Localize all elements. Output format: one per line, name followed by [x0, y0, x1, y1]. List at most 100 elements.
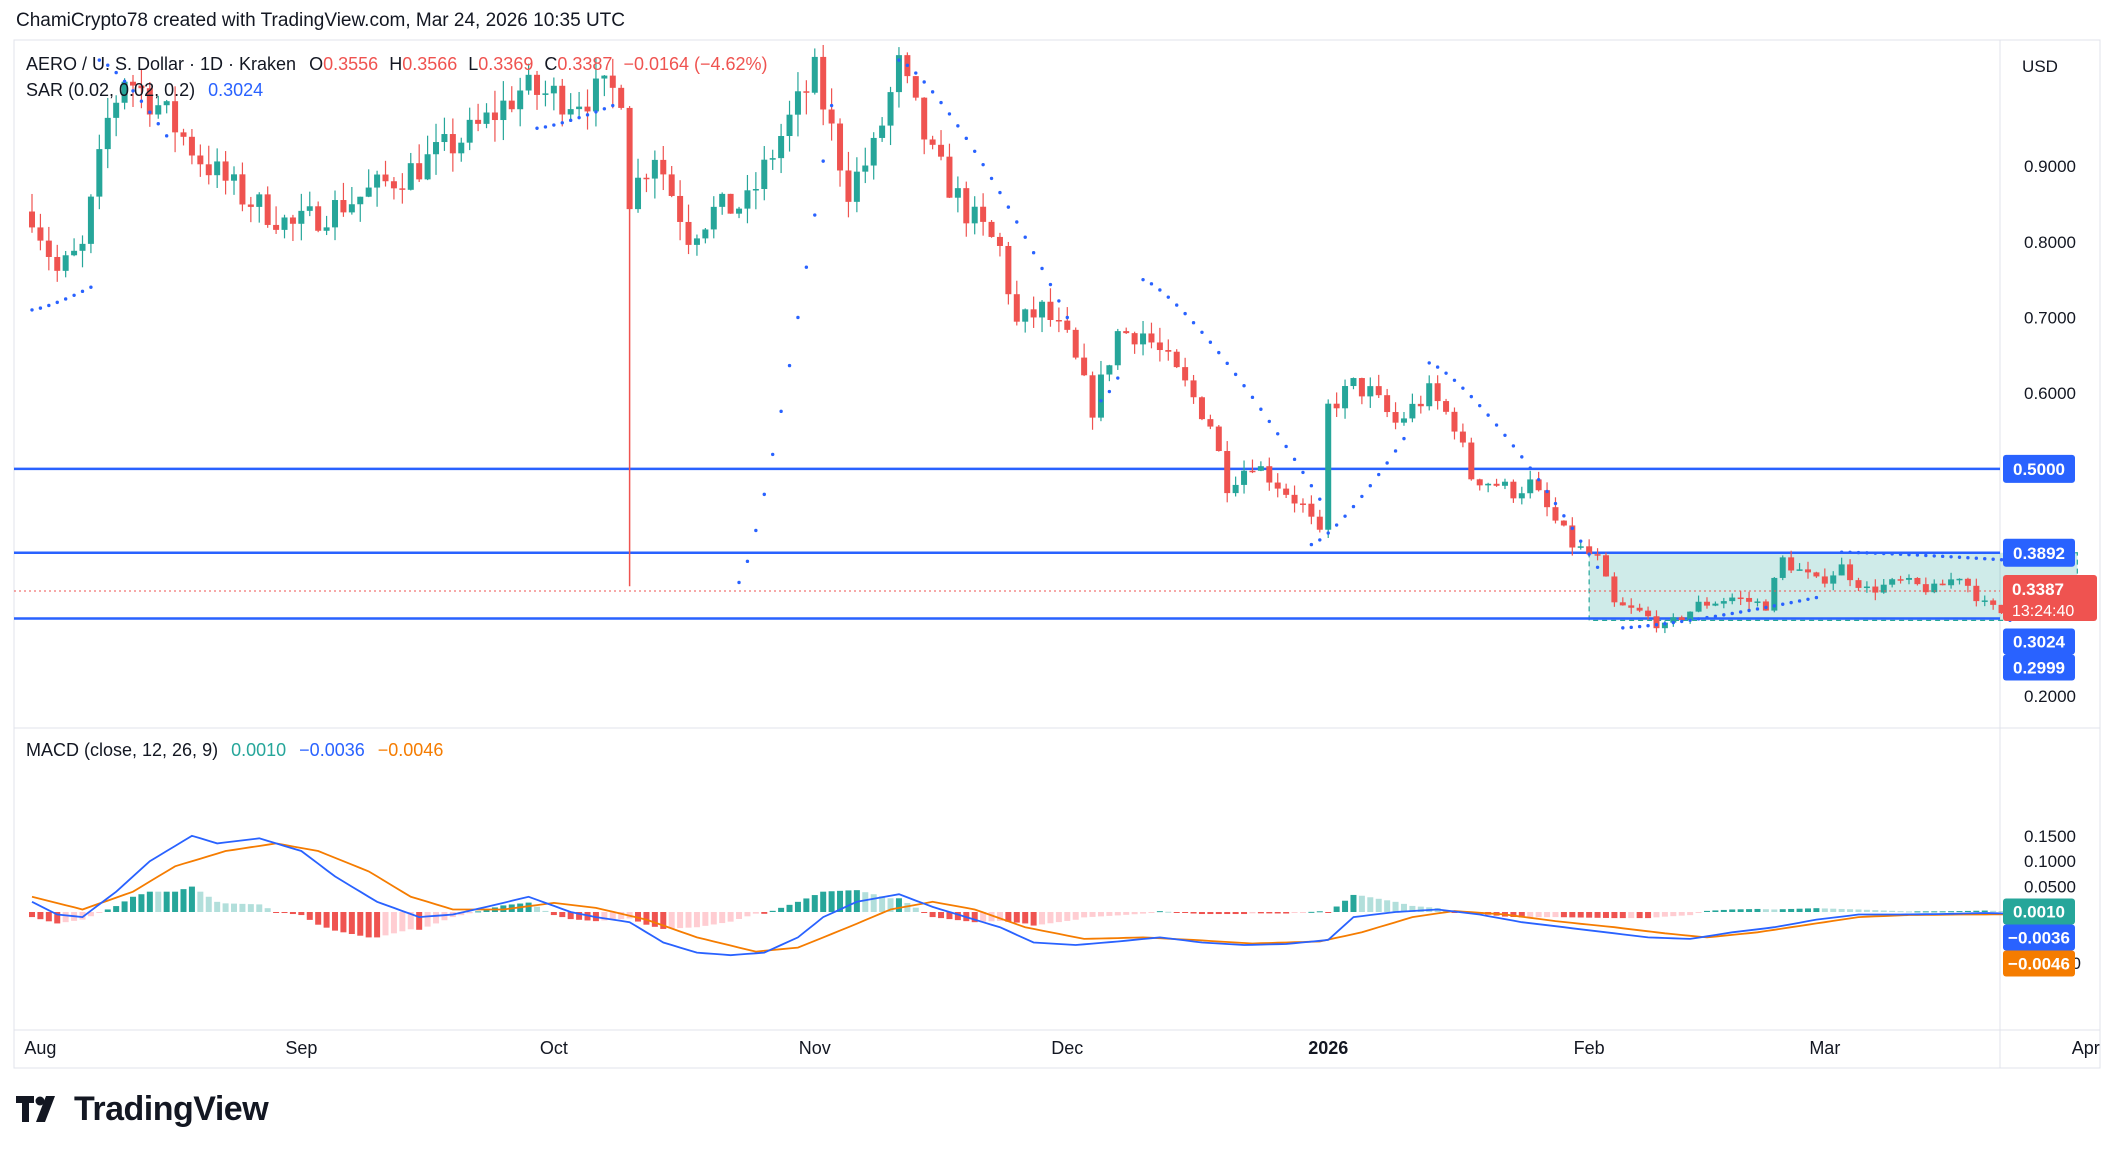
candle-body	[752, 189, 759, 191]
macd-hist-bar	[1813, 908, 1820, 912]
candle-body	[576, 106, 583, 110]
candle-body	[845, 170, 852, 202]
macd-hist-bar	[1754, 908, 1761, 912]
candle-body	[643, 177, 650, 180]
sar-dot	[1402, 436, 1406, 441]
macd-hist-bar	[1106, 912, 1113, 916]
macd-hist-bar	[466, 912, 473, 914]
macd-hist-bar	[424, 912, 431, 927]
currency-label[interactable]: USD	[2022, 57, 2058, 76]
sar-dot	[1200, 330, 1204, 334]
candle-body	[1097, 374, 1104, 418]
macd-hist-bar	[1299, 912, 1306, 913]
tradingview-logo[interactable]: TradingView	[16, 1090, 269, 1129]
sar-dot	[1511, 444, 1516, 448]
candle-body	[1325, 403, 1332, 530]
candle-body	[1779, 557, 1786, 578]
macd-hist-bar	[340, 912, 347, 933]
macd-hist-bar	[769, 910, 776, 912]
candle-body	[550, 85, 557, 94]
candle-body	[1299, 503, 1306, 505]
macd-hist-bar	[416, 912, 423, 930]
sar-dot	[1318, 497, 1322, 501]
candle-body	[1215, 426, 1222, 452]
sar-dot	[1646, 624, 1650, 628]
sar-dot	[989, 176, 994, 181]
macd-hist-bar	[163, 891, 170, 912]
candle-body	[761, 159, 768, 190]
sar-dot	[787, 363, 792, 368]
macd-hist-bar	[803, 898, 810, 912]
candle-body	[79, 243, 86, 251]
macd-hist-bar	[559, 912, 566, 918]
macd-hist-bar	[778, 907, 785, 912]
candle-body	[778, 136, 785, 159]
candle-body	[769, 158, 776, 160]
sar-dot	[1974, 556, 1979, 560]
sar-dot	[947, 112, 952, 116]
macd-hist-bar	[1594, 912, 1601, 918]
sar-dot	[1318, 538, 1322, 542]
macd-hist-bar	[172, 891, 179, 912]
sar-dot	[1048, 282, 1053, 287]
macd-hist-bar	[1804, 908, 1811, 912]
candle-body	[87, 196, 94, 244]
candle-body	[1939, 583, 1946, 586]
candle-body	[559, 85, 566, 115]
sar-dot	[1621, 626, 1625, 630]
sar-dot	[1696, 617, 1701, 621]
candle-body	[1148, 333, 1155, 343]
macd-hist-bar	[231, 903, 238, 912]
sar-dot	[80, 289, 85, 294]
sar-dot	[1839, 550, 1844, 554]
candle-body	[121, 81, 128, 103]
candle-body	[635, 177, 642, 210]
macd-hist-bar	[1156, 911, 1163, 913]
sar-dot	[1570, 526, 1575, 531]
candle-body	[155, 105, 162, 115]
candle-body	[1577, 546, 1584, 548]
macd-hist-bar	[1762, 909, 1769, 912]
candle-body	[1653, 616, 1660, 629]
candle-body	[534, 74, 541, 95]
macd-hist-bar	[130, 896, 137, 912]
candle-body	[483, 112, 490, 124]
sar-dot	[1579, 539, 1583, 543]
macd-hist-bar	[1030, 912, 1037, 926]
sar-dot	[89, 285, 93, 289]
sar-dot	[1149, 282, 1154, 286]
macd-hist-bar	[946, 912, 953, 920]
macd-hist-bar	[1047, 912, 1054, 924]
candle-body	[340, 200, 347, 213]
candle-body	[1602, 555, 1609, 577]
high-value: 0.3566	[402, 54, 457, 74]
sar-dot	[914, 71, 918, 75]
candle-body	[618, 87, 625, 108]
macd-hist-bar	[1544, 912, 1551, 918]
candle-body	[1392, 412, 1399, 423]
sar-dot	[1536, 477, 1541, 482]
candle-body	[273, 224, 280, 230]
macd-hist-bar	[348, 912, 355, 935]
candle-body	[1022, 309, 1029, 322]
macd-hist-bar	[980, 912, 987, 922]
macd-hist-bar	[710, 912, 717, 925]
macd-hist-bar	[180, 889, 187, 912]
macd-hist-bar	[820, 891, 827, 912]
candle-body	[1703, 601, 1710, 606]
macd-hist-bar	[1670, 912, 1677, 917]
sar-dot	[1393, 449, 1398, 453]
sar-dot	[1966, 556, 1970, 560]
macd-hist-bar	[1746, 909, 1753, 912]
level-mid-badge: 0.3892	[2013, 544, 2065, 563]
candle-body	[1813, 572, 1820, 577]
sar-dot	[1587, 552, 1591, 556]
sar-dot	[1292, 457, 1297, 462]
sar-dot	[1562, 514, 1566, 518]
tradingview-logo-icon	[16, 1095, 55, 1122]
candle-body	[744, 190, 751, 209]
macd-hist-bar	[1375, 898, 1382, 912]
macd-hist-bar	[1636, 912, 1643, 919]
macd-hist-bar	[1847, 909, 1854, 912]
